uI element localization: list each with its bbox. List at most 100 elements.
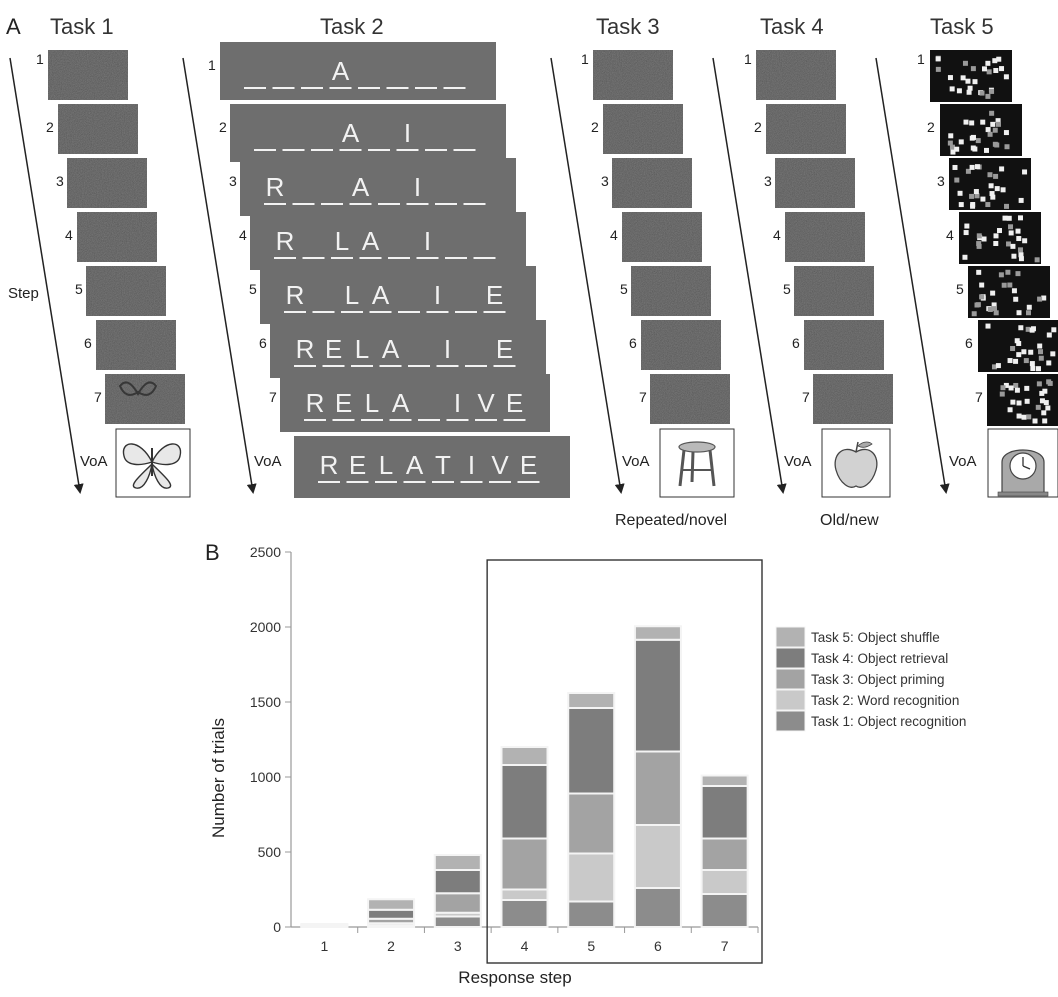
shuffle-dot [935,56,941,62]
step-number: 2 [219,119,227,135]
voa-label: VoA [254,453,282,470]
shuffle-dot [993,173,999,179]
panel-a-label: A [6,14,21,39]
bar-segment [433,854,482,871]
step-number: 5 [75,281,83,297]
shuffle-dot [1029,361,1035,367]
shuffle-dot [1018,325,1024,331]
shuffle-dot [970,145,976,151]
word-letter: L [345,280,359,310]
shuffle-dot [957,190,963,196]
x-tick-label: 7 [721,938,729,954]
task-1-frame-5 [86,266,166,316]
shuffle-dot [1016,310,1022,316]
task-1-frame-3 [67,158,147,208]
shuffle-dot [976,243,982,249]
word-letter: R [306,388,325,418]
shuffle-dot [1010,399,1016,405]
bar-segment [567,852,616,903]
x-tick-label: 6 [654,938,662,954]
shuffle-dot [989,110,995,116]
bar-segment [433,915,482,928]
task-2-frame-7 [280,374,550,432]
task-2-frame-6 [270,320,546,378]
voa-label: VoA [949,453,977,470]
shuffle-dot [1025,326,1031,332]
shuffle-dot [974,302,980,308]
shuffle-dot [952,164,958,170]
shuffle-dot [1008,230,1014,236]
shuffle-dot [972,79,978,85]
shuffle-dot [970,203,976,209]
shuffle-dot [962,60,968,66]
word-letter: E [520,450,537,480]
step-number: 1 [581,51,589,67]
shuffle-dot [1011,288,1017,294]
task-1-title: Task 1 [50,14,114,39]
clock-icon [997,449,1049,497]
task-4-stimulus-stack: Old/new [756,50,893,529]
word-letter: A [342,118,360,148]
shuffle-dot [1013,296,1019,302]
shuffle-dot [1010,243,1016,249]
task-3-frame-1 [593,50,673,100]
shuffle-dot [1022,169,1028,175]
shuffle-dot [976,269,982,275]
y-tick-label: 2500 [250,544,281,560]
legend-swatch [775,710,806,732]
shuffle-dot [1028,349,1034,355]
shuffle-dot [987,131,993,137]
shuffle-dot [987,307,993,313]
shuffle-dot [963,119,969,125]
word-letter: V [491,450,509,480]
shuffle-dot [948,133,954,139]
voa-label: VoA [80,453,108,470]
voa-label: VoA [784,453,812,470]
word-letter: A [392,388,410,418]
task-1-frame-6 [96,320,176,370]
shuffle-dot [991,364,997,370]
step-number: 6 [629,335,637,351]
shuffle-dot [1000,187,1006,193]
shuffle-dot [990,290,996,296]
shuffle-dot [988,183,994,189]
step-number: 5 [956,281,964,297]
shuffle-dot [958,139,964,145]
word-slots: AA IR A IR L A IR L A I ER E L A I ER E L A I V ER E L A T I V E [244,56,540,483]
task-2-frame-4 [250,212,526,270]
stool-icon [678,441,716,487]
task-3-frame-5 [631,266,711,316]
x-tick-label: 2 [387,938,395,954]
shuffle-dot [992,127,998,133]
task-5-title: Task 5 [930,14,994,39]
bar-segment [633,638,682,753]
word-letter: A [332,56,350,86]
step-number: 2 [46,119,54,135]
shuffle-dot [996,56,1002,62]
word-letter: R [276,226,295,256]
shuffle-dot [1042,418,1048,424]
step-number: 7 [94,389,102,405]
y-tick-label: 500 [258,844,282,860]
step-arrow-task-4 [712,57,787,494]
shuffle-dot [1039,398,1045,404]
step-number: 2 [927,119,935,135]
shuffle-dot [1018,197,1024,203]
shuffle-dot [999,166,1005,172]
word-letter: L [335,226,349,256]
shuffle-dot [1004,144,1010,150]
shuffle-dot [1024,385,1030,391]
shuffle-dot [1008,385,1014,391]
word-letter: I [468,450,475,480]
step-arrow-task-1 [9,57,84,494]
shuffle-dot [1010,345,1016,351]
shuffle-dot [1039,390,1045,396]
legend-label: Task 3: Object priming [811,672,945,687]
shuffle-dot [981,66,987,72]
step-number: 7 [802,389,810,405]
word-letter: E [486,280,503,310]
shuffle-dot [999,391,1005,397]
step-number: 6 [965,335,973,351]
word-letter: A [352,172,370,202]
word-letter: E [325,334,342,364]
